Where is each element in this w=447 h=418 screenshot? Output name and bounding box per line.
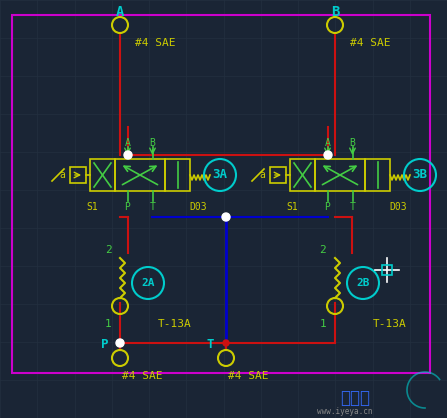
Text: #4 SAE: #4 SAE <box>122 371 163 381</box>
Bar <box>70 167 86 183</box>
Bar <box>365 159 390 191</box>
Text: D03: D03 <box>389 202 407 212</box>
Text: 1: 1 <box>320 319 326 329</box>
Bar <box>270 167 286 183</box>
Circle shape <box>324 151 332 159</box>
Text: D03: D03 <box>189 202 207 212</box>
Text: T-13A: T-13A <box>158 319 192 329</box>
Bar <box>12 15 430 373</box>
Text: 2A: 2A <box>141 278 155 288</box>
Text: 爱液压: 爱液压 <box>340 389 370 407</box>
Text: B: B <box>350 138 355 148</box>
Text: T: T <box>150 202 156 212</box>
Text: P: P <box>125 202 131 212</box>
Bar <box>90 159 115 191</box>
Text: 2B: 2B <box>356 278 370 288</box>
Bar <box>315 159 365 191</box>
Text: T: T <box>207 337 214 351</box>
Text: B: B <box>150 138 156 148</box>
Bar <box>115 159 165 191</box>
Text: A: A <box>325 138 330 148</box>
Text: a: a <box>259 170 265 180</box>
Text: P: P <box>101 337 108 351</box>
Text: A: A <box>125 138 131 148</box>
Bar <box>290 159 315 191</box>
Text: 2: 2 <box>105 245 111 255</box>
Text: T-13A: T-13A <box>373 319 407 329</box>
Text: 1: 1 <box>105 319 111 329</box>
Circle shape <box>124 151 132 159</box>
Text: A: A <box>116 5 124 19</box>
Text: #4 SAE: #4 SAE <box>228 371 269 381</box>
Text: 3B: 3B <box>413 168 427 181</box>
Text: S1: S1 <box>86 202 98 212</box>
Text: #4 SAE: #4 SAE <box>135 38 176 48</box>
Text: a: a <box>59 170 65 180</box>
Text: P: P <box>325 202 330 212</box>
Circle shape <box>222 213 230 221</box>
Circle shape <box>223 340 229 346</box>
Text: S1: S1 <box>286 202 298 212</box>
Text: 2: 2 <box>320 245 326 255</box>
Bar <box>382 265 392 275</box>
Text: T: T <box>350 202 355 212</box>
Bar <box>165 159 190 191</box>
Circle shape <box>116 339 124 347</box>
Text: www.iyeya.cn: www.iyeya.cn <box>317 408 373 416</box>
Text: #4 SAE: #4 SAE <box>350 38 391 48</box>
Text: 3A: 3A <box>212 168 228 181</box>
Text: B: B <box>331 5 339 19</box>
